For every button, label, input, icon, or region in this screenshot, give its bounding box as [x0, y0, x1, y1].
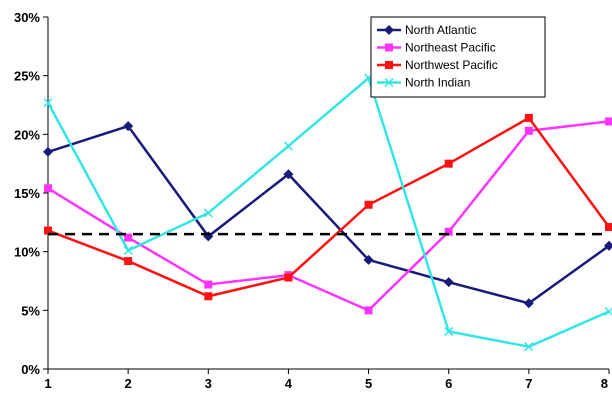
data-point	[204, 280, 213, 289]
series-north-atlantic	[43, 121, 612, 309]
data-point	[444, 227, 453, 236]
data-point	[523, 298, 534, 309]
data-point	[283, 141, 293, 151]
x-tick-label: 6	[445, 376, 452, 391]
data-point	[44, 226, 52, 235]
y-tick-label: 0%	[21, 362, 40, 377]
legend-label: Northeast Pacific	[405, 41, 496, 55]
y-tick-label: 5%	[21, 303, 40, 318]
data-point	[44, 184, 52, 193]
data-point	[43, 98, 53, 108]
legend-marker	[384, 77, 394, 88]
legend-label: Northwest Pacific	[405, 58, 498, 72]
legend-item: North Atlantic	[377, 23, 476, 37]
legend-marker	[384, 25, 394, 35]
data-point	[43, 146, 53, 157]
data-point	[605, 117, 612, 126]
data-point	[444, 326, 454, 336]
data-point	[443, 277, 454, 288]
x-tick-label: 3	[205, 376, 212, 391]
y-tick-label: 20%	[14, 127, 40, 142]
series-north-indian	[43, 73, 612, 352]
data-point	[283, 169, 294, 180]
data-point	[524, 126, 533, 135]
legend-item: Northwest Pacific	[377, 58, 498, 72]
data-point	[444, 159, 453, 168]
legend-item: Northeast Pacific	[377, 41, 496, 55]
x-tick-label: 8	[601, 376, 608, 391]
series-layer	[43, 73, 612, 352]
y-tick-label: 30%	[14, 10, 40, 25]
data-point	[605, 223, 612, 232]
legend-label: North Indian	[405, 76, 470, 90]
series-line	[46, 75, 610, 349]
data-point	[124, 257, 133, 266]
y-axis-ticks: 0% 5% 10% 15% 20% 25% 30%	[14, 10, 48, 377]
data-point	[284, 273, 293, 282]
x-axis-ticks: 1 2 3 4 5 6 7 8	[44, 369, 610, 391]
data-point	[123, 121, 134, 132]
x-tick-label: 5	[365, 376, 372, 391]
x-tick-label: 4	[285, 376, 293, 391]
x-tick-label: 7	[525, 376, 532, 391]
legend: North Atlantic Northeast Pacific Northwest…	[370, 16, 546, 98]
data-point	[363, 254, 374, 265]
data-point	[364, 200, 373, 209]
y-tick-label: 15%	[14, 186, 40, 201]
series-line	[47, 116, 611, 298]
legend-item: North Indian	[377, 76, 470, 90]
data-point	[604, 240, 612, 251]
data-point	[204, 292, 213, 301]
data-point	[524, 342, 534, 352]
y-tick-label: 25%	[14, 69, 40, 84]
legend-label: North Atlantic	[405, 23, 476, 37]
series-northwest-pacific	[44, 113, 612, 301]
data-point	[124, 233, 133, 242]
legend-marker	[385, 43, 393, 52]
x-tick-label: 2	[125, 376, 132, 391]
legend-marker	[385, 61, 393, 69]
data-point	[123, 245, 133, 256]
data-point	[203, 208, 213, 218]
y-tick-label: 10%	[14, 245, 40, 260]
data-point	[364, 306, 373, 315]
data-point	[524, 113, 533, 122]
x-tick-label: 1	[44, 376, 51, 391]
series-line	[47, 124, 610, 305]
